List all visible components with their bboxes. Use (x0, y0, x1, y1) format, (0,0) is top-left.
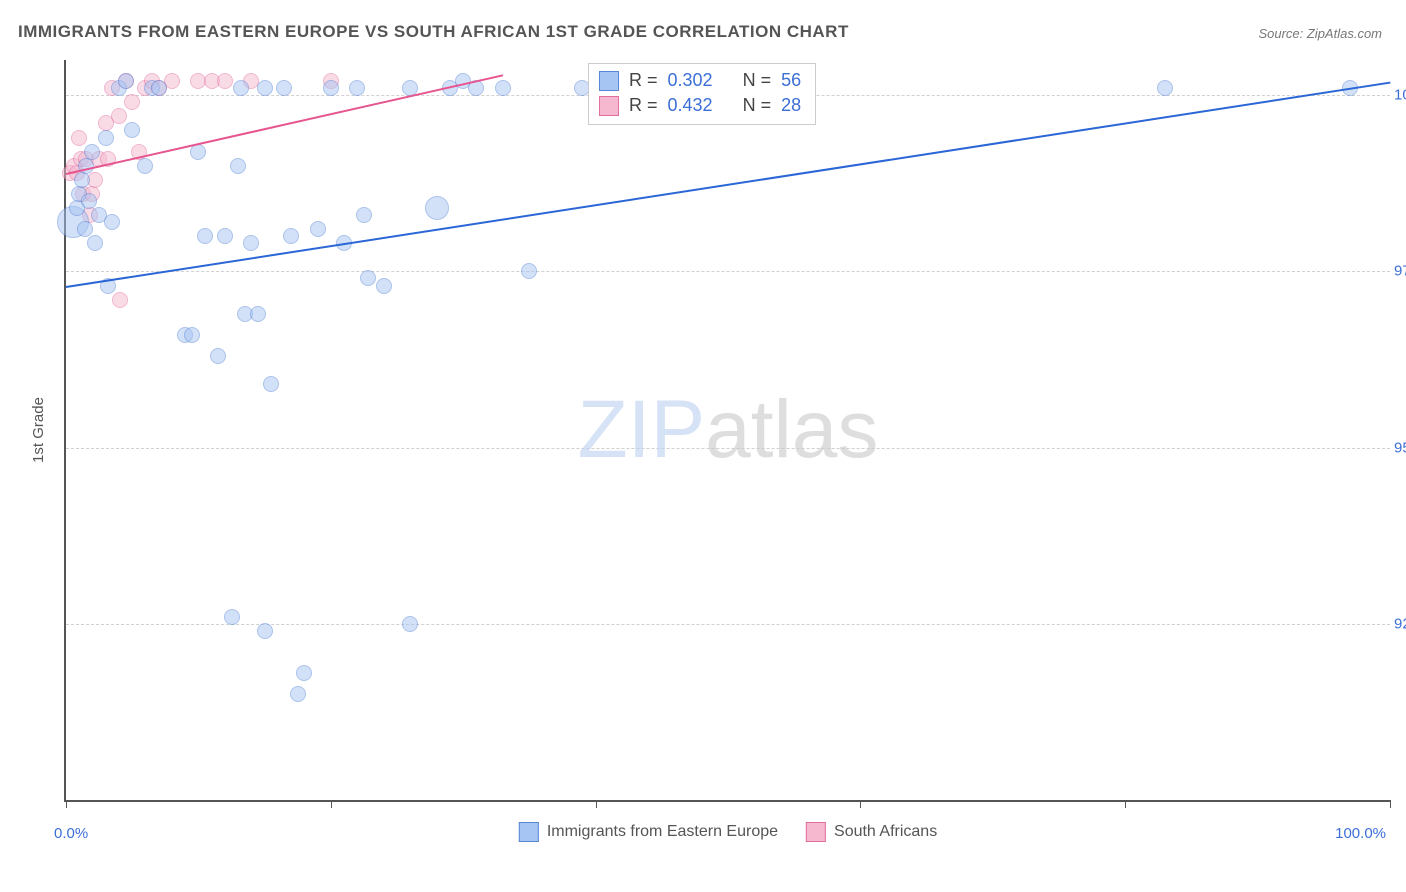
scatter-point-blue (257, 80, 273, 96)
scatter-point-blue (521, 263, 537, 279)
watermark-atlas: atlas (705, 384, 878, 475)
scatter-point-blue (250, 306, 266, 322)
x-tick (860, 800, 861, 808)
x-tick (1125, 800, 1126, 808)
legend-swatch-pink (599, 96, 619, 116)
scatter-point-blue (118, 73, 134, 89)
scatter-point-blue (224, 609, 240, 625)
x-tick (1390, 800, 1391, 808)
source-attribution: Source: ZipAtlas.com (1258, 26, 1382, 41)
scatter-point-blue (425, 196, 449, 220)
r-label: R = (629, 70, 658, 91)
series-swatch-pink (806, 822, 826, 842)
scatter-point-pink (112, 292, 128, 308)
y-tick-label: 92.5% (1394, 615, 1406, 632)
scatter-point-blue (257, 623, 273, 639)
scatter-point-blue (263, 376, 279, 392)
scatter-point-blue (495, 80, 511, 96)
scatter-point-blue (323, 80, 339, 96)
chart-container: IMMIGRANTS FROM EASTERN EUROPE VS SOUTH … (0, 0, 1406, 892)
scatter-point-blue (197, 228, 213, 244)
n-label: N = (743, 95, 772, 116)
scatter-point-blue (233, 80, 249, 96)
y-tick-label: 95.0% (1394, 439, 1406, 456)
x-tick (331, 800, 332, 808)
y-tick-label: 100.0% (1394, 87, 1406, 104)
scatter-point-blue (283, 228, 299, 244)
r-label: R = (629, 95, 658, 116)
scatter-point-blue (210, 348, 226, 364)
x-tick (66, 800, 67, 808)
scatter-point-blue (104, 214, 120, 230)
scatter-point-blue (124, 122, 140, 138)
scatter-point-blue (98, 130, 114, 146)
scatter-point-blue (296, 665, 312, 681)
series-legend-blue: Immigrants from Eastern Europe (519, 822, 778, 842)
scatter-point-blue (376, 278, 392, 294)
scatter-point-blue (360, 270, 376, 286)
scatter-point-blue (402, 616, 418, 632)
series-swatch-blue (519, 822, 539, 842)
y-tick-label: 97.5% (1394, 263, 1406, 280)
r-value-blue: 0.302 (668, 70, 713, 91)
x-axis-min-label: 0.0% (54, 825, 88, 842)
scatter-point-blue (184, 327, 200, 343)
scatter-point-blue (290, 686, 306, 702)
n-value-blue: 56 (781, 70, 801, 91)
series-label-pink: South Africans (834, 823, 937, 841)
x-axis-max-label: 100.0% (1335, 825, 1386, 842)
r-value-pink: 0.432 (668, 95, 713, 116)
chart-title: IMMIGRANTS FROM EASTERN EUROPE VS SOUTH … (18, 22, 849, 42)
scatter-point-pink (217, 73, 233, 89)
gridline (66, 448, 1390, 449)
scatter-point-blue (230, 158, 246, 174)
scatter-point-blue (84, 144, 100, 160)
series-legend: Immigrants from Eastern Europe South Afr… (519, 822, 937, 842)
scatter-point-blue (356, 207, 372, 223)
scatter-point-blue (137, 158, 153, 174)
gridline (66, 271, 1390, 272)
plot-area: ZIPatlas R = 0.302 N = 56 R = 0.432 N = … (64, 60, 1390, 802)
scatter-point-pink (124, 94, 140, 110)
scatter-point-blue (151, 80, 167, 96)
correlation-legend: R = 0.302 N = 56 R = 0.432 N = 28 (588, 63, 816, 125)
series-legend-pink: South Africans (806, 822, 937, 842)
scatter-point-blue (243, 235, 259, 251)
watermark-zip: ZIP (578, 384, 706, 475)
legend-swatch-blue (599, 71, 619, 91)
scatter-point-pink (71, 130, 87, 146)
scatter-point-blue (276, 80, 292, 96)
scatter-point-blue (87, 235, 103, 251)
scatter-point-blue (1157, 80, 1173, 96)
scatter-point-blue (217, 228, 233, 244)
legend-row-blue: R = 0.302 N = 56 (599, 68, 801, 93)
watermark: ZIPatlas (578, 383, 879, 477)
n-value-pink: 28 (781, 95, 801, 116)
x-tick (596, 800, 597, 808)
series-label-blue: Immigrants from Eastern Europe (547, 823, 778, 841)
scatter-point-pink (111, 108, 127, 124)
scatter-point-blue (81, 193, 97, 209)
legend-row-pink: R = 0.432 N = 28 (599, 93, 801, 118)
scatter-point-blue (310, 221, 326, 237)
n-label: N = (743, 70, 772, 91)
scatter-point-blue (349, 80, 365, 96)
scatter-point-blue (77, 221, 93, 237)
scatter-point-blue (74, 172, 90, 188)
y-axis-label: 1st Grade (30, 397, 47, 463)
